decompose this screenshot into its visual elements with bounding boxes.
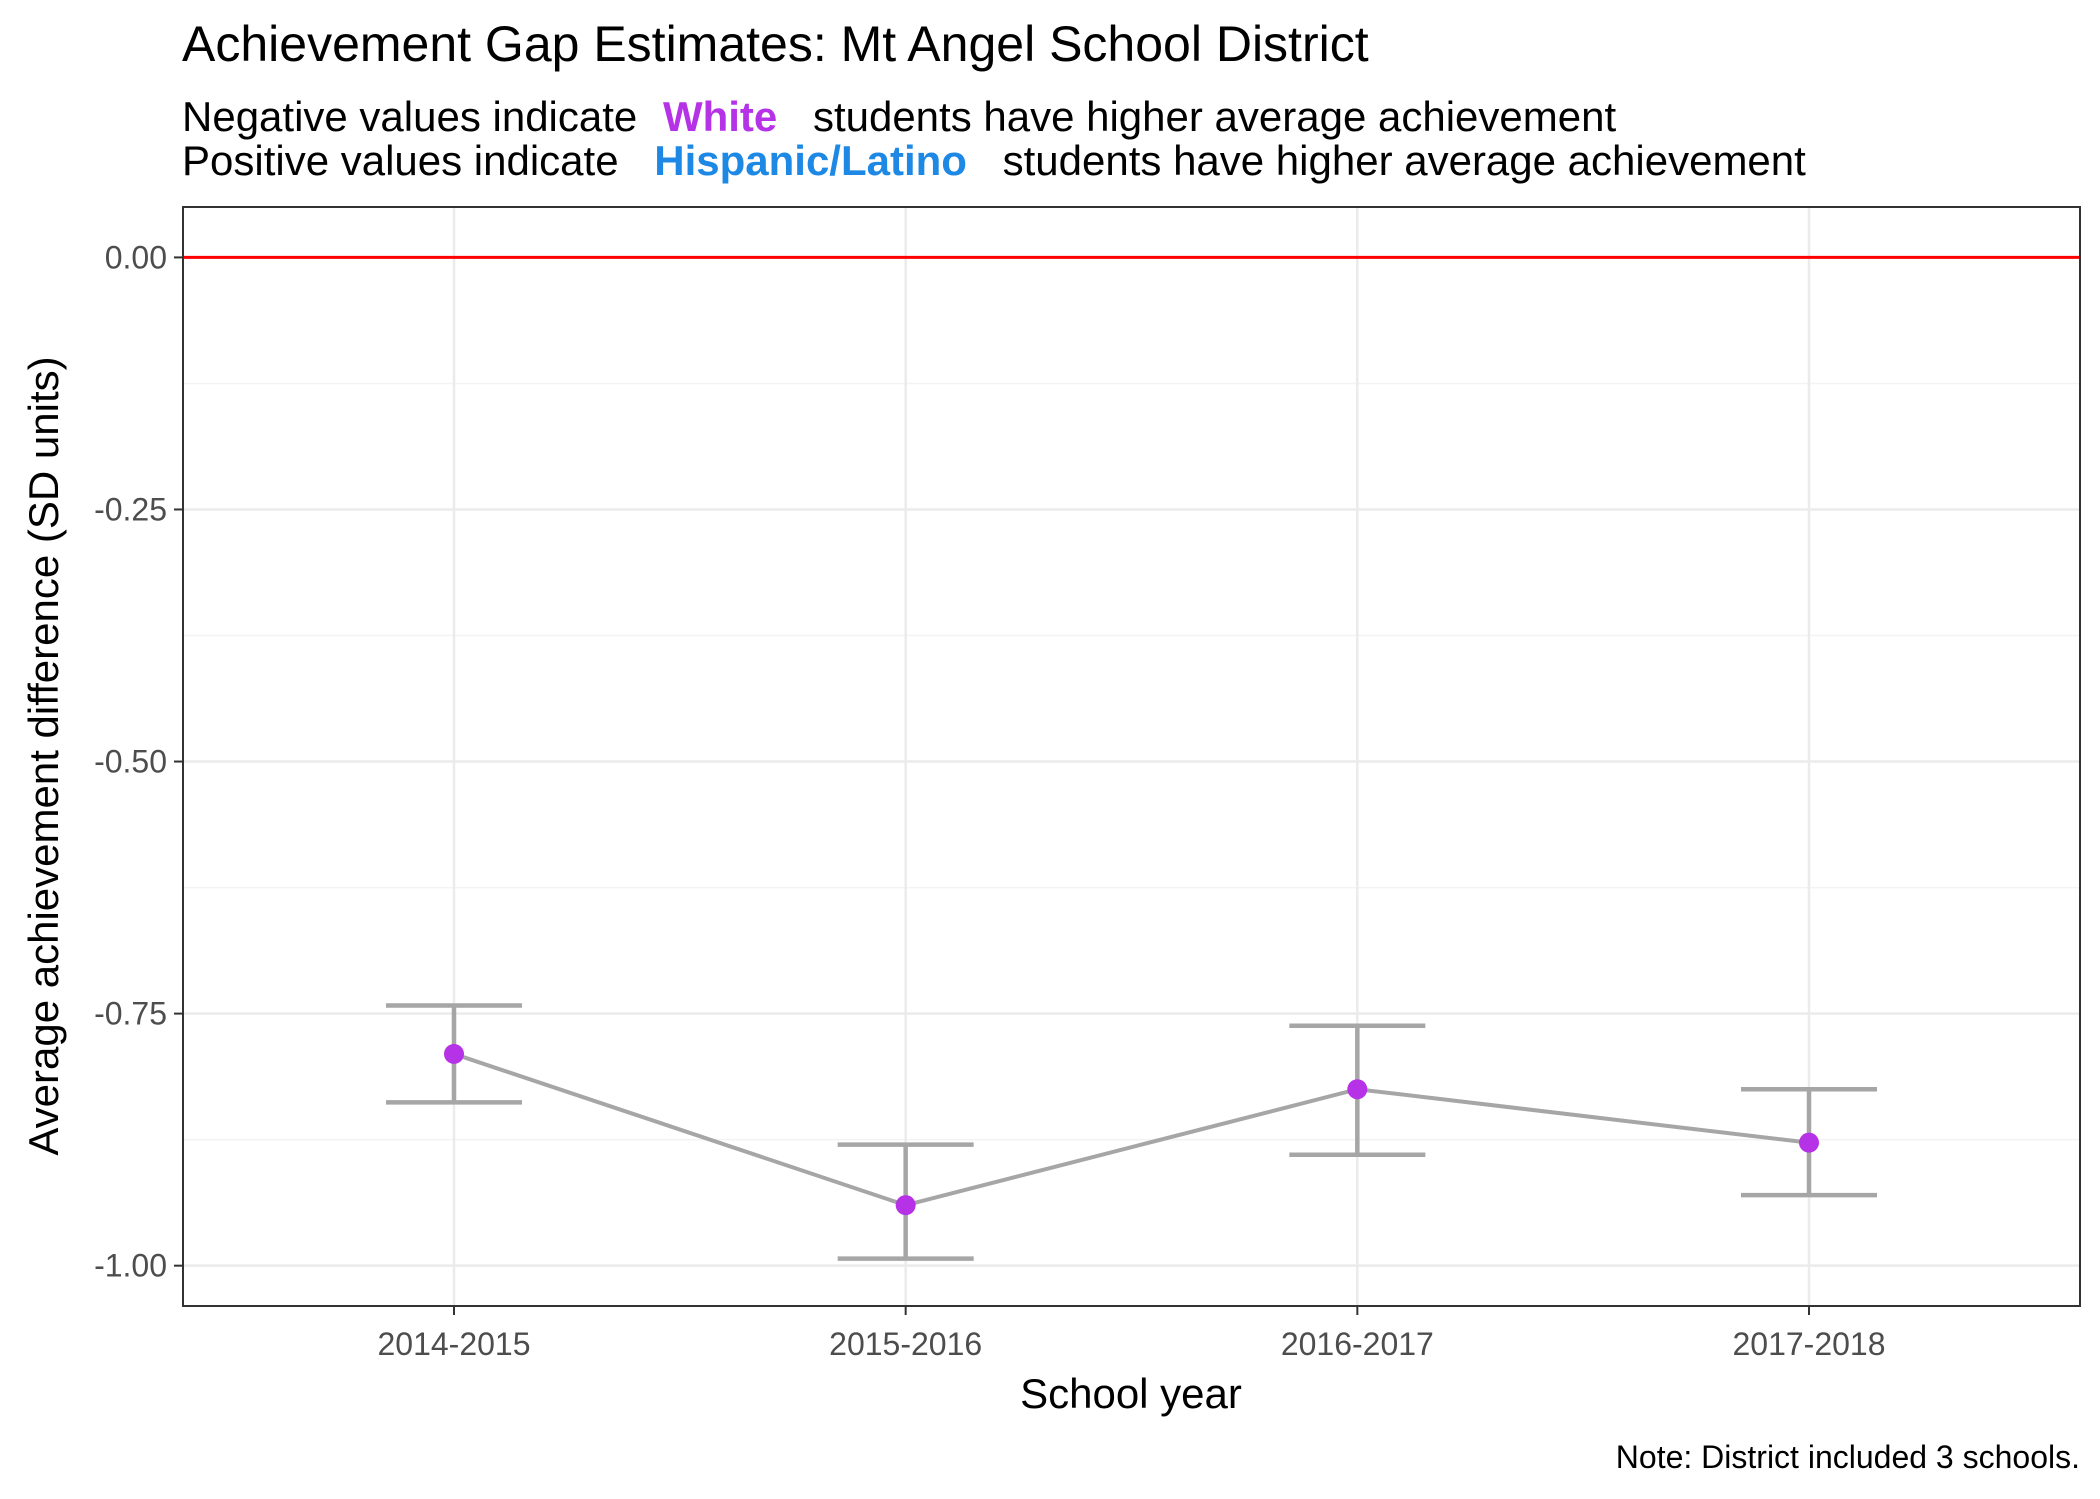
subtitle-line-2: Positive values indicate Hispanic/Latino… — [182, 137, 1806, 184]
series-line — [453, 1052, 1810, 1208]
panel-border — [182, 206, 2081, 1307]
subtitle-line-1-before: Negative values indicate — [182, 93, 637, 140]
caption-note: Note: District included 3 schools. — [1616, 1439, 2080, 1475]
chart-title: Achievement Gap Estimates: Mt Angel Scho… — [182, 16, 1369, 72]
ticks-group: 0.00 -0.25 -0.50 -0.75 -1.00 2014-2015 2015-20… — [94, 239, 1885, 1362]
subtitle-group-white: White — [663, 93, 777, 140]
x-tick-label: 2017-2018 — [1732, 1326, 1885, 1362]
series-group — [386, 1003, 1877, 1261]
y-tick-label: -0.75 — [94, 996, 167, 1032]
y-tick-label: -0.50 — [94, 744, 167, 780]
y-tick-label: -1.00 — [94, 1248, 167, 1284]
x-axis-title: School year — [1020, 1370, 1242, 1417]
data-point — [895, 1195, 916, 1216]
y-tick-label: -0.25 — [94, 491, 167, 527]
subtitle-group-hispanic-latino: Hispanic/Latino — [654, 137, 967, 184]
x-tick-label: 2014-2015 — [377, 1326, 530, 1362]
data-point — [1347, 1079, 1368, 1100]
x-tick-label: 2015-2016 — [829, 1326, 982, 1362]
y-tick-label: 0.00 — [105, 239, 167, 275]
x-tick-label: 2016-2017 — [1281, 1326, 1434, 1362]
data-point — [1799, 1132, 1819, 1153]
data-point — [444, 1043, 464, 1064]
subtitle-line-1-after: students have higher average achievement — [813, 93, 1617, 140]
subtitle-line-1: Negative values indicate White students … — [182, 93, 1616, 140]
subtitle-line-2-before: Positive values indicate — [182, 137, 619, 184]
y-axis-title: Average achievement difference (SD units… — [20, 356, 67, 1155]
subtitle-line-2-after: students have higher average achievement — [1003, 137, 1807, 184]
